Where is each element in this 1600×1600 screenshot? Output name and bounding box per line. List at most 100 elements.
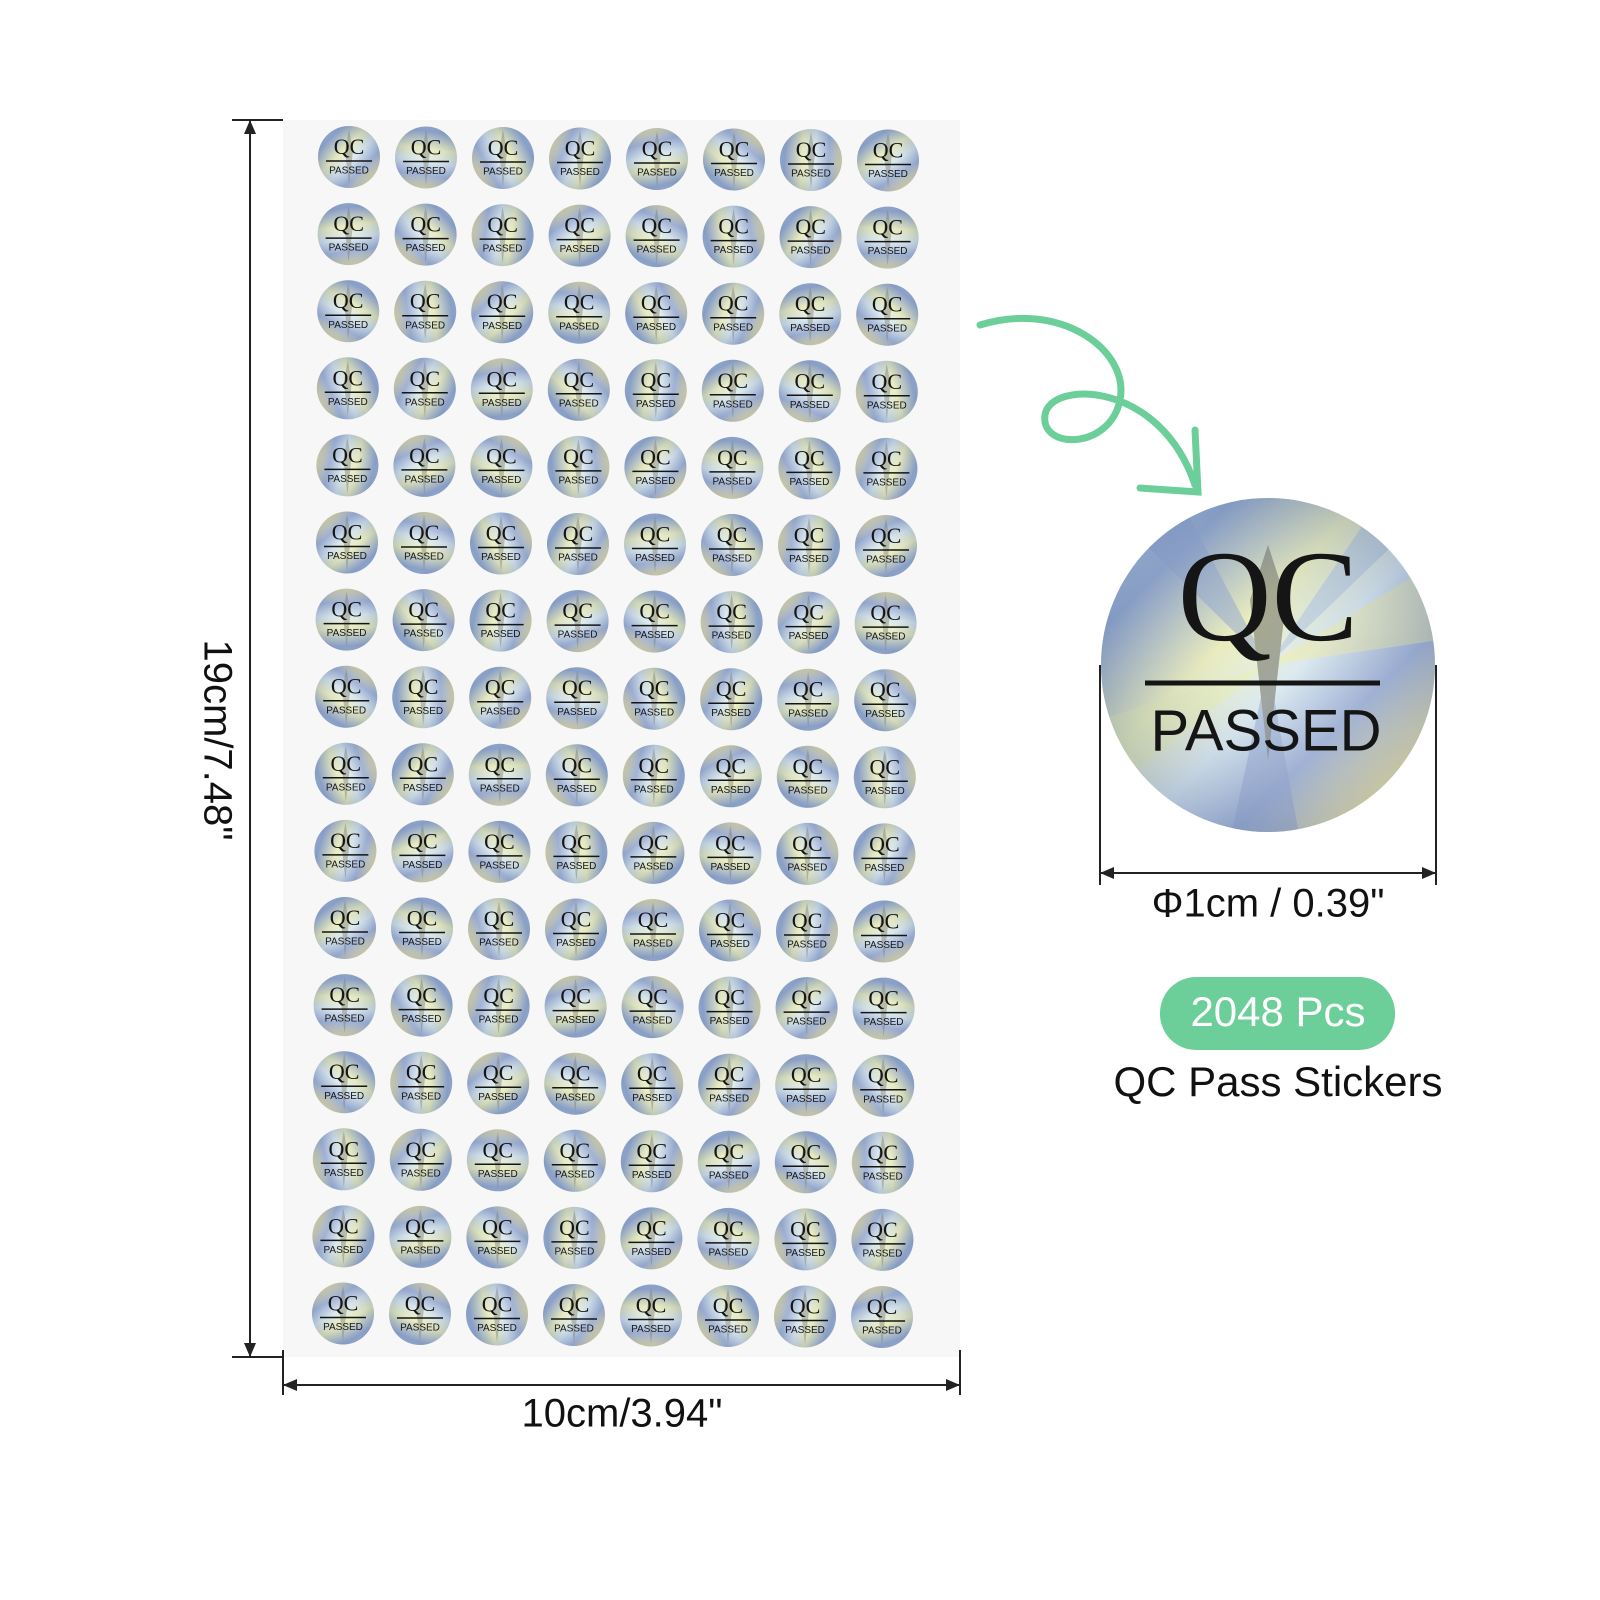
height-label: 19cm/7.48" xyxy=(195,640,239,841)
sticker: QC PASSED xyxy=(545,898,607,961)
sticker-bottom-text: PASSED xyxy=(480,706,520,717)
height-dimension: 19cm/7.48" xyxy=(195,119,283,1358)
sticker-bottom-text: PASSED xyxy=(402,937,442,948)
sticker-bottom-text: PASSED xyxy=(787,863,827,874)
sticker-top-text: QC xyxy=(408,674,439,699)
sticker-bottom-text: PASSED xyxy=(325,937,365,948)
sticker-bottom-text: PASSED xyxy=(634,784,674,795)
sticker-top-text: QC xyxy=(562,675,593,700)
sticker: QC PASSED xyxy=(316,434,379,497)
sticker-top-text: QC xyxy=(565,136,596,161)
sticker-bottom-text: PASSED xyxy=(557,784,597,795)
sticker-top-text: QC xyxy=(637,1138,668,1163)
sticker: QC PASSED xyxy=(851,1286,913,1348)
sticker: QC PASSED xyxy=(621,976,684,1039)
sticker-top-text: QC xyxy=(484,906,515,931)
sticker-bottom-text: PASSED xyxy=(478,1092,518,1103)
sticker-bottom-text: PASSED xyxy=(327,628,367,639)
sticker-top-text: QC xyxy=(790,1216,821,1241)
sticker-bottom-text: PASSED xyxy=(1150,698,1381,763)
sticker-bottom-text: PASSED xyxy=(789,477,829,488)
sticker: QC PASSED xyxy=(467,975,530,1038)
sticker-bottom-text: PASSED xyxy=(634,707,674,718)
sticker-top-text: QC xyxy=(716,599,747,624)
sticker-bottom-text: PASSED xyxy=(636,322,676,333)
sticker: QC PASSED xyxy=(469,589,532,652)
sticker-bottom-text: PASSED xyxy=(324,1091,364,1102)
sticker-top-text: QC xyxy=(408,597,439,622)
sticker-top-text: QC xyxy=(487,289,518,314)
sticker: QC PASSED xyxy=(700,591,763,654)
sticker: QC PASSED xyxy=(620,1284,682,1347)
sticker-top-text: QC xyxy=(329,1136,360,1161)
sticker-bottom-text: PASSED xyxy=(637,168,677,179)
sticker-top-text: QC xyxy=(642,136,673,161)
sticker: QC PASSED xyxy=(703,128,765,191)
sticker-bottom-text: PASSED xyxy=(712,554,752,565)
sticker-bottom-text: PASSED xyxy=(481,552,521,563)
sticker-top-text: QC xyxy=(559,1215,590,1240)
sticker-bottom-text: PASSED xyxy=(636,399,676,410)
sticker-top-text: QC xyxy=(485,752,516,777)
sticker-bottom-text: PASSED xyxy=(864,863,904,874)
sticker-top-text: QC xyxy=(409,520,440,545)
sticker-top-text: QC xyxy=(867,1294,898,1319)
sticker: QC PASSED xyxy=(853,823,916,886)
sticker: QC PASSED xyxy=(546,590,609,653)
sticker-top-text: QC xyxy=(792,831,823,856)
sticker-bottom-text: PASSED xyxy=(863,1094,903,1105)
sticker-top-text: QC xyxy=(868,1063,899,1088)
sticker-bottom-text: PASSED xyxy=(866,478,906,489)
sticker-top-text: QC xyxy=(487,212,518,237)
sticker-bottom-text: PASSED xyxy=(632,1170,672,1181)
sticker: QC PASSED xyxy=(468,898,530,960)
sticker: QC PASSED xyxy=(469,666,532,729)
sticker-top-text: QC xyxy=(562,752,593,777)
sticker: QC PASSED xyxy=(774,1131,837,1194)
sticker: QC PASSED xyxy=(391,743,454,806)
sticker-top-text: QC xyxy=(560,1061,591,1086)
sticker-bottom-text: PASSED xyxy=(558,630,598,641)
width-label: 10cm/3.94" xyxy=(522,1392,723,1436)
sticker-top-text: QC xyxy=(410,289,441,314)
sticker-top-text: QC xyxy=(868,1140,899,1165)
sticker-bottom-text: PASSED xyxy=(326,705,366,716)
sticker-top-text: QC xyxy=(793,677,824,702)
sticker-bottom-text: PASSED xyxy=(400,1246,440,1257)
sticker-top-text: QC xyxy=(483,1060,514,1085)
sticker-top-text: QC xyxy=(638,830,669,855)
sticker-bottom-text: PASSED xyxy=(481,629,521,640)
sticker-top-text: QC xyxy=(482,1292,513,1317)
sticker-top-text: QC xyxy=(411,135,442,160)
sticker-bottom-text: PASSED xyxy=(555,1092,595,1103)
sticker: QC PASSED xyxy=(779,283,842,346)
sticker-top-text: QC xyxy=(871,523,902,548)
sticker: QC PASSED xyxy=(625,205,688,268)
sticker: QC PASSED xyxy=(545,744,608,807)
sticker: QC PASSED xyxy=(317,280,380,343)
sticker-top-text: QC xyxy=(872,369,903,394)
sticker-top-text: QC xyxy=(871,446,902,471)
sticker-top-text: QC xyxy=(406,1137,437,1162)
sticker: QC PASSED xyxy=(468,743,531,806)
sticker: QC PASSED xyxy=(471,127,534,189)
sticker-bottom-text: PASSED xyxy=(864,1017,904,1028)
sticker-top-text: QC xyxy=(636,1293,667,1318)
sticker: QC PASSED xyxy=(316,357,379,420)
sticker: QC PASSED xyxy=(470,512,532,575)
sticker: QC PASSED xyxy=(314,819,377,882)
sticker-top-text: QC xyxy=(405,1291,436,1316)
sticker: QC PASSED xyxy=(773,1285,836,1348)
sticker-top-text: QC xyxy=(791,985,822,1010)
sticker-bottom-text: PASSED xyxy=(791,169,831,180)
sticker-bottom-text: PASSED xyxy=(633,862,673,873)
sticker-bottom-text: PASSED xyxy=(709,1093,749,1104)
sticker: QC PASSED xyxy=(470,358,533,421)
sticker-top-text: QC xyxy=(638,907,669,932)
sticker-top-text: QC xyxy=(639,753,670,778)
sticker-top-text: QC xyxy=(405,1214,436,1239)
sticker-top-text: QC xyxy=(564,290,595,315)
sticker-top-text: QC xyxy=(718,368,749,393)
sticker-top-text: QC xyxy=(334,134,365,159)
